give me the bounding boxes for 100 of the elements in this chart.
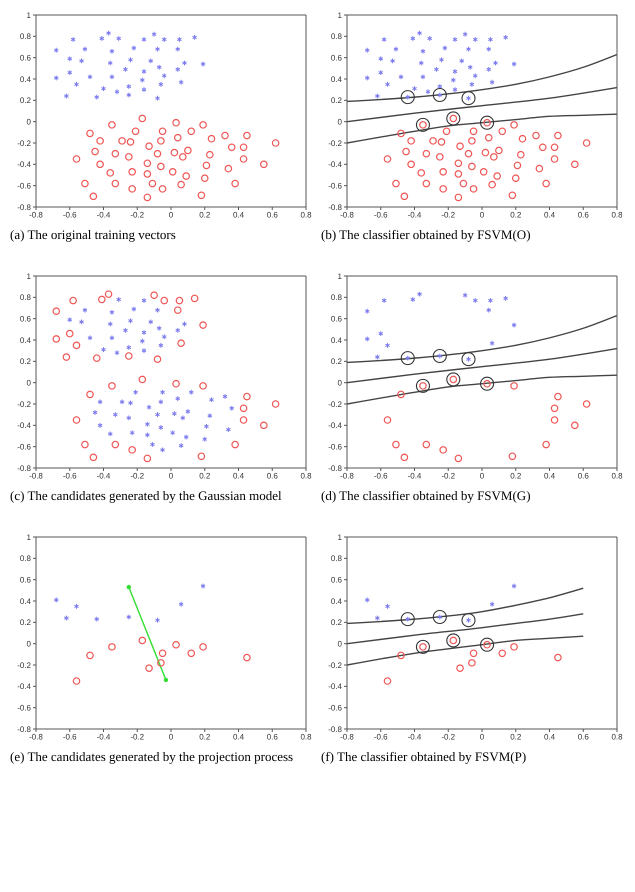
point <box>116 296 122 302</box>
point <box>100 346 106 352</box>
point <box>503 34 508 40</box>
point <box>436 153 444 161</box>
point <box>148 180 156 188</box>
point <box>392 440 400 448</box>
point <box>108 643 116 651</box>
point <box>438 138 446 146</box>
x-tick-label: 0.6 <box>266 732 278 742</box>
y-tick-label: -0.2 <box>17 660 32 670</box>
point <box>378 56 384 62</box>
x-tick-label: -0.6 <box>374 732 388 742</box>
x-tick-label: 0.2 <box>199 732 211 742</box>
point <box>510 382 518 390</box>
y-tick-label: -0.4 <box>328 421 343 430</box>
point <box>190 294 198 302</box>
y-tick-label: 0 <box>26 640 32 649</box>
point <box>571 160 579 168</box>
y-tick-label: 0.4 <box>20 596 32 606</box>
point <box>392 180 400 188</box>
point <box>178 79 184 86</box>
y-tick-label: 0.4 <box>330 336 343 345</box>
point <box>198 191 206 200</box>
point <box>364 308 370 314</box>
point <box>469 81 474 88</box>
point <box>154 95 160 102</box>
point <box>175 396 180 402</box>
point <box>170 148 178 156</box>
y-tick-label: -0.2 <box>328 660 343 670</box>
point <box>125 153 133 161</box>
point <box>112 150 120 158</box>
x-tick-label: 0.8 <box>300 732 312 742</box>
point <box>207 412 212 419</box>
point <box>86 130 94 138</box>
y-tick-label: 0.8 <box>330 293 343 302</box>
point <box>187 649 196 658</box>
y-tick-label: 0.2 <box>20 618 32 628</box>
point <box>128 318 134 324</box>
point <box>114 88 120 95</box>
point <box>272 400 280 408</box>
point <box>511 61 517 67</box>
y-tick-label: 0.2 <box>330 357 343 366</box>
point <box>243 654 251 662</box>
point <box>384 342 390 348</box>
point <box>141 298 147 304</box>
point <box>202 162 210 170</box>
point <box>52 307 60 315</box>
x-tick-label: 0.4 <box>544 732 556 742</box>
point <box>429 137 437 145</box>
y-tick-label: 0.2 <box>20 96 32 106</box>
point <box>470 649 478 658</box>
point <box>472 36 478 42</box>
point <box>92 410 98 416</box>
point <box>542 440 550 448</box>
point <box>384 677 392 685</box>
point <box>99 36 104 42</box>
point <box>412 86 418 92</box>
point <box>154 412 160 418</box>
y-tick-label: 1 <box>338 272 343 281</box>
point <box>160 296 168 304</box>
point <box>439 168 447 176</box>
point <box>410 296 416 302</box>
point <box>454 454 462 462</box>
y-tick-label: 0 <box>338 378 343 388</box>
point <box>199 382 207 390</box>
point <box>378 70 384 76</box>
point <box>512 174 520 182</box>
point <box>168 168 176 176</box>
point <box>126 344 132 350</box>
point <box>488 298 494 304</box>
point <box>125 352 133 360</box>
x-tick-label: 0.6 <box>266 472 278 481</box>
point <box>364 47 370 54</box>
x-tick-label: 0.6 <box>266 210 278 220</box>
point <box>162 72 167 79</box>
point <box>229 405 234 412</box>
x-tick-label: 0.6 <box>578 210 590 220</box>
point <box>571 422 579 430</box>
y-tick-label: 1 <box>26 272 32 281</box>
text: (b) The classifier obtained by FSVM(O) <box>320 226 532 244</box>
x-tick-label: 0.6 <box>578 472 590 481</box>
point <box>67 316 72 323</box>
point <box>260 160 268 168</box>
point <box>456 664 464 672</box>
y-tick-label: 0.4 <box>330 74 343 84</box>
point <box>400 192 408 200</box>
point <box>170 430 176 436</box>
point <box>397 130 405 138</box>
point <box>98 422 103 428</box>
y-tick-label: -0.2 <box>17 138 32 148</box>
point <box>378 330 384 336</box>
y-tick-label: 0.2 <box>330 96 343 106</box>
point <box>126 614 132 620</box>
point <box>422 440 430 448</box>
point <box>420 48 426 54</box>
point <box>176 36 182 42</box>
text: (e) The candidates generated by the projection process <box>9 748 294 766</box>
point <box>140 338 145 344</box>
point <box>114 350 120 356</box>
point <box>150 291 158 299</box>
